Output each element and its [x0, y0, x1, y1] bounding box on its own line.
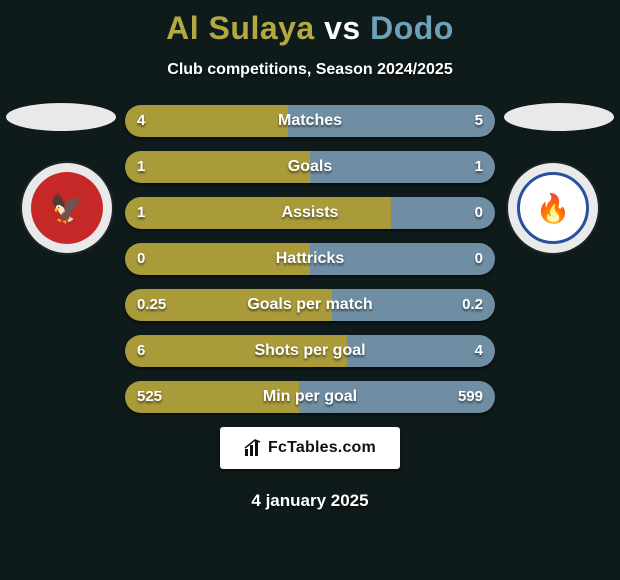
stat-seg-right: [299, 381, 495, 413]
brand-text: FcTables.com: [268, 439, 376, 457]
stat-seg-left: [125, 105, 288, 137]
stat-seg-left: [125, 289, 332, 321]
stat-row: Min per goal525599: [125, 381, 495, 413]
player2-name: Dodo: [370, 10, 454, 46]
comparison-title: Al Sulaya vs Dodo: [0, 0, 620, 47]
stat-seg-right: [310, 151, 495, 183]
stat-row: Shots per goal64: [125, 335, 495, 367]
player1-crest-icon: 🦅: [31, 172, 103, 244]
subtitle: Club competitions, Season 2024/2025: [0, 61, 620, 79]
stat-seg-left: [125, 335, 347, 367]
brand-badge: FcTables.com: [220, 427, 400, 469]
comparison-stage: 🦅 🔥 Matches45 Goals11 Assists10 Hattricks00…: [0, 103, 620, 413]
stat-seg-right: [310, 243, 495, 275]
stat-seg-left: [125, 197, 391, 229]
brand-icon: [244, 439, 264, 457]
stat-seg-left: [125, 151, 310, 183]
stat-row: Goals per match0.250.2: [125, 289, 495, 321]
stat-row: Goals11: [125, 151, 495, 183]
stat-row: Assists10: [125, 197, 495, 229]
stat-seg-right: [347, 335, 495, 367]
player2-crest-icon: 🔥: [517, 172, 589, 244]
stat-seg-left: [125, 381, 299, 413]
vs-text: vs: [315, 10, 370, 46]
stat-row: Matches45: [125, 105, 495, 137]
player1-oval-bg: [6, 103, 116, 131]
stat-seg-right: [332, 289, 495, 321]
player2-oval-bg: [504, 103, 614, 131]
stat-seg-right: [391, 197, 495, 229]
footer-date: 4 january 2025: [0, 491, 620, 511]
player1-name: Al Sulaya: [166, 10, 315, 46]
stat-seg-right: [288, 105, 495, 137]
stat-seg-left: [125, 243, 310, 275]
stat-bars: Matches45 Goals11 Assists10 Hattricks00 Goal…: [125, 103, 495, 413]
player1-crest: 🦅: [22, 163, 112, 253]
player2-crest: 🔥: [508, 163, 598, 253]
stat-row: Hattricks00: [125, 243, 495, 275]
